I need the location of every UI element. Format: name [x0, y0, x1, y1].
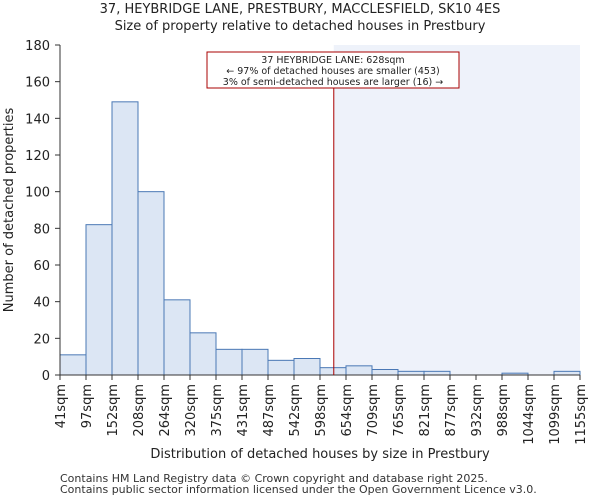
- bar-709sqm: [371, 369, 399, 376]
- footer-line-2: Contains public sector information licen…: [60, 483, 537, 496]
- x-tick-label: 932sqm: [470, 384, 485, 437]
- annotation-box: 37 HEYBRIDGE LANE: 628sqm ← 97% of detac…: [206, 51, 460, 89]
- bar-chart: 0 20 40 60 80 100 120 140 160 180 41sqm 97sqm 152sq…: [2, 39, 589, 462]
- x-tick-label: 542sqm: [288, 384, 303, 437]
- x-tick-label: 598sqm: [314, 384, 329, 437]
- bar-654sqm: [345, 365, 373, 376]
- y-tick-label: 160: [25, 76, 50, 91]
- x-tick-label: 765sqm: [392, 384, 407, 437]
- annotation-line-3: 3% of semi-detached houses are larger (1…: [223, 77, 443, 88]
- bar-208sqm: [137, 191, 165, 376]
- y-tick-label: 40: [33, 296, 50, 311]
- x-tick-label: 988sqm: [496, 384, 511, 437]
- x-tick-label: 152sqm: [106, 384, 121, 437]
- x-tick-label: 1155sqm: [574, 384, 589, 445]
- x-tick-label: 97sqm: [80, 384, 95, 428]
- x-tick-label: 709sqm: [366, 384, 381, 437]
- bar-821sqm: [423, 370, 451, 376]
- y-tick-label: 80: [33, 222, 50, 237]
- x-tick-label: 431sqm: [236, 384, 251, 437]
- bar-542sqm: [293, 358, 321, 376]
- x-axis-label: Distribution of detached houses by size …: [150, 447, 490, 462]
- y-tick-label: 120: [25, 149, 50, 164]
- y-axis: 0 20 40 60 80 100 120 140 160 180: [25, 39, 60, 384]
- x-tick-label: 654sqm: [340, 384, 355, 437]
- x-tick-label: 41sqm: [54, 384, 69, 428]
- x-tick-label: 264sqm: [158, 384, 173, 437]
- bar-41sqm: [59, 354, 87, 376]
- x-tick-label: 375sqm: [210, 384, 225, 437]
- x-tick-label: 877sqm: [444, 384, 459, 437]
- bar-152sqm: [111, 101, 139, 376]
- bar-320sqm: [189, 332, 217, 376]
- bar-264sqm: [163, 299, 191, 376]
- x-tick-label: 487sqm: [262, 384, 277, 437]
- y-tick-label: 100: [25, 186, 50, 201]
- bar-598sqm: [319, 367, 347, 376]
- x-tick-label: 821sqm: [418, 384, 433, 437]
- x-tick-label: 320sqm: [184, 384, 199, 437]
- y-tick-label: 20: [33, 332, 50, 347]
- x-tick-label: 1099sqm: [548, 384, 563, 445]
- bar-487sqm: [267, 359, 295, 376]
- y-tick-label: 140: [25, 112, 50, 127]
- x-tick-label: 1044sqm: [522, 384, 537, 445]
- footer-line-1: Contains HM Land Registry data © Crown c…: [60, 472, 488, 485]
- bar-97sqm: [85, 224, 113, 376]
- y-tick-label: 180: [25, 39, 50, 54]
- annotation-line-1: 37 HEYBRIDGE LANE: 628sqm: [261, 55, 404, 66]
- chart-title: 37, HEYBRIDGE LANE, PRESTBURY, MACCLESFI…: [99, 2, 501, 17]
- x-tick-label: 208sqm: [132, 384, 147, 437]
- y-tick-label: 0: [42, 369, 50, 384]
- bar-375sqm: [215, 348, 243, 376]
- x-axis: 41sqm 97sqm 152sqm 208sqm 264sqm 320sqm 375sqm…: [54, 375, 589, 445]
- annotation-rect: [206, 51, 460, 89]
- chart-subtitle: Size of property relative to detached ho…: [114, 19, 486, 34]
- bar-765sqm: [397, 370, 425, 376]
- y-axis-label: Number of detached properties: [2, 108, 17, 313]
- bar-1099sqm: [553, 370, 581, 376]
- y-tick-label: 60: [33, 259, 50, 274]
- bars-group: [59, 101, 581, 376]
- highlight-region: [333, 45, 580, 375]
- bar-431sqm: [241, 348, 269, 376]
- annotation-line-2: ← 97% of detached houses are smaller (45…: [226, 66, 439, 77]
